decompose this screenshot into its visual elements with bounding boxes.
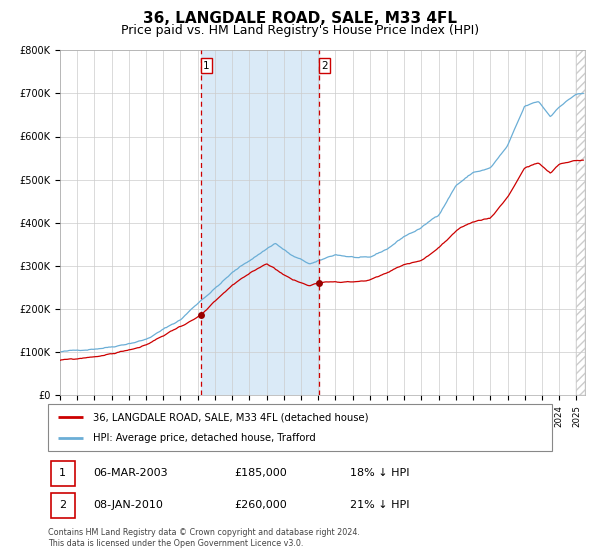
- Text: £260,000: £260,000: [235, 500, 287, 510]
- Text: Price paid vs. HM Land Registry's House Price Index (HPI): Price paid vs. HM Land Registry's House …: [121, 24, 479, 37]
- Text: Contains HM Land Registry data © Crown copyright and database right 2024.
This d: Contains HM Land Registry data © Crown c…: [48, 528, 360, 548]
- Bar: [577, 50, 585, 395]
- Text: 18% ↓ HPI: 18% ↓ HPI: [350, 468, 410, 478]
- FancyBboxPatch shape: [50, 493, 75, 517]
- Text: HPI: Average price, detached house, Trafford: HPI: Average price, detached house, Traf…: [94, 433, 316, 443]
- Text: 36, LANGDALE ROAD, SALE, M33 4FL (detached house): 36, LANGDALE ROAD, SALE, M33 4FL (detach…: [94, 412, 369, 422]
- Text: £185,000: £185,000: [235, 468, 287, 478]
- Text: 06-MAR-2003: 06-MAR-2003: [94, 468, 168, 478]
- Text: 1: 1: [59, 468, 66, 478]
- Text: 2: 2: [59, 500, 66, 510]
- Text: 08-JAN-2010: 08-JAN-2010: [94, 500, 163, 510]
- Text: 1: 1: [203, 60, 210, 71]
- Text: 21% ↓ HPI: 21% ↓ HPI: [350, 500, 410, 510]
- Bar: [200, 50, 319, 395]
- FancyBboxPatch shape: [48, 404, 552, 451]
- Text: 2: 2: [321, 60, 328, 71]
- FancyBboxPatch shape: [50, 461, 75, 486]
- Text: 36, LANGDALE ROAD, SALE, M33 4FL: 36, LANGDALE ROAD, SALE, M33 4FL: [143, 11, 457, 26]
